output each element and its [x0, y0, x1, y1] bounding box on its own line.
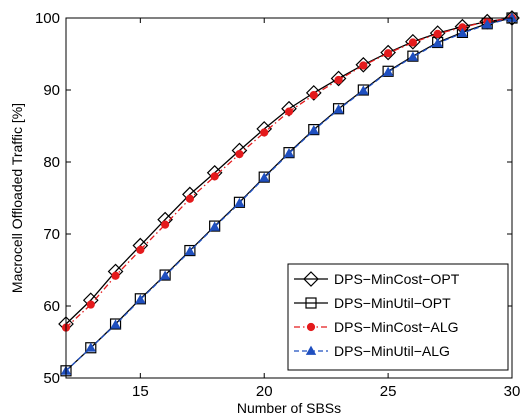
legend-marker [305, 345, 317, 355]
data-point [136, 245, 145, 254]
data-point [408, 38, 417, 47]
legend-marker [306, 322, 316, 332]
y-tick-label: 50 [43, 370, 60, 387]
data-point [259, 172, 270, 182]
data-point [111, 271, 120, 280]
legend-entry: DPS−MinUtil−ALG [294, 343, 450, 359]
y-tick-label: 60 [43, 298, 60, 315]
data-point [432, 37, 443, 48]
data-point [333, 104, 344, 114]
data-point [382, 66, 394, 76]
legend-entry: DPS−MinCost−ALG [294, 319, 459, 335]
data-point [382, 65, 394, 77]
data-point [134, 293, 146, 305]
data-point [358, 85, 369, 95]
data-point [380, 44, 396, 61]
data-point [482, 19, 493, 29]
series-3 [60, 12, 518, 375]
data-point [210, 172, 219, 181]
legend-label: DPS−MinCost−ALG [334, 319, 459, 335]
data-point [407, 50, 419, 62]
data-point [281, 100, 297, 117]
data-point [258, 171, 270, 183]
data-point [433, 29, 442, 38]
data-point [184, 245, 196, 256]
data-point [283, 147, 295, 159]
data-point [457, 27, 468, 38]
data-point [355, 56, 372, 73]
data-point [305, 85, 322, 101]
data-point [334, 75, 343, 85]
data-point [284, 107, 294, 116]
data-point [233, 196, 246, 208]
x-tick-label: 25 [380, 383, 397, 400]
data-point [357, 84, 369, 96]
data-point [234, 197, 245, 207]
data-point [110, 319, 121, 329]
data-point [384, 49, 393, 58]
data-point [405, 33, 421, 50]
data-point [308, 123, 320, 136]
series-2 [61, 13, 517, 332]
data-point [159, 269, 171, 281]
legend-marker [305, 297, 317, 309]
data-point [235, 149, 244, 159]
series-layer [58, 10, 520, 377]
data-point [209, 221, 220, 231]
legend-marker [303, 271, 319, 287]
legend-box [287, 263, 509, 371]
data-point [161, 220, 170, 229]
legend-entry: DPS−MinCost−OPT [294, 271, 460, 287]
data-point [85, 342, 96, 352]
legend: DPS−MinCost−OPT DPS−MinUtil−OPT DPS−MinCos… [287, 263, 509, 371]
axes-layer: 15 20 25 30 50 60 70 80 90 100 [35, 10, 520, 400]
data-point [330, 70, 347, 87]
legend-label: DPS−MinCost−OPT [334, 271, 460, 287]
y-axis-label: Macrocell Offloaded Traffic [%] [9, 103, 25, 293]
y-tick-label: 80 [43, 154, 60, 171]
y-tick-label: 70 [43, 226, 60, 243]
data-point [309, 90, 318, 100]
legend-label: DPS−MinUtil−OPT [334, 295, 451, 311]
data-point [407, 51, 419, 61]
data-point [260, 128, 269, 137]
data-point [359, 61, 368, 70]
axes-frame [65, 17, 513, 379]
data-point [308, 125, 319, 135]
data-point [332, 103, 345, 115]
data-point [109, 318, 122, 330]
data-point [184, 244, 196, 257]
data-point [209, 220, 221, 232]
data-point [283, 148, 295, 158]
data-point [86, 300, 95, 309]
x-tick-label: 20 [256, 383, 273, 400]
legend-label: DPS−MinUtil−ALG [334, 343, 450, 359]
x-tick-label: 15 [132, 383, 149, 400]
data-point [135, 294, 146, 304]
legend-entry: DPS−MinUtil−OPT [294, 295, 451, 311]
x-axis-label: Number of SBSs [237, 400, 341, 416]
data-point [159, 270, 171, 280]
data-point [185, 194, 194, 203]
y-tick-label: 100 [35, 10, 60, 27]
y-tick-label: 90 [43, 82, 60, 99]
x-tick-label: 30 [504, 383, 521, 400]
